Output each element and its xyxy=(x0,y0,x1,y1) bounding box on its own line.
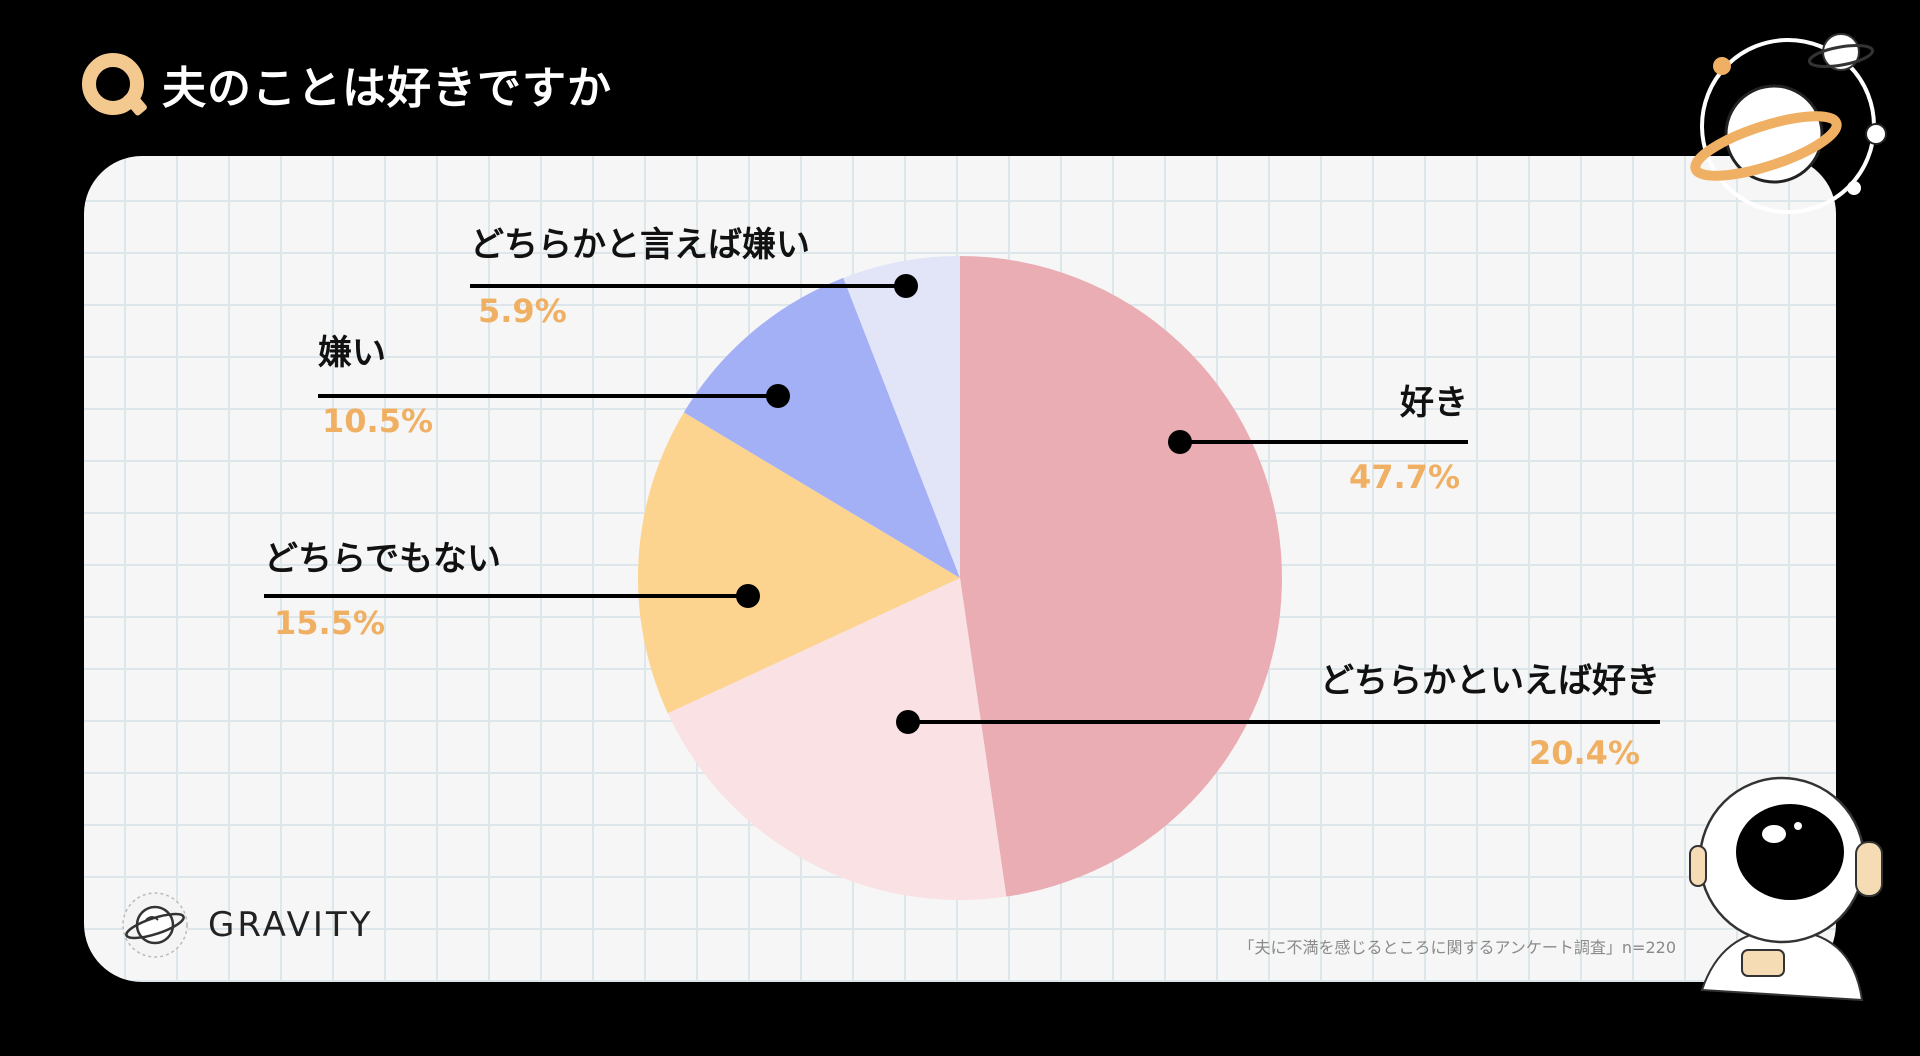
pie-slice xyxy=(638,412,960,714)
leader-dot xyxy=(1168,430,1192,454)
slice-percentage: 47.7% xyxy=(1349,458,1460,496)
question-header: 夫のことは好きですか xyxy=(82,48,612,120)
planet-logo-icon xyxy=(122,892,188,958)
brand-logo: GRAVITY xyxy=(120,890,374,960)
slice-label: どちらかといえば好き xyxy=(1320,661,1660,701)
survey-source-note: 「夫に不満を感じるところに関するアンケート調査」n=220 xyxy=(1238,938,1676,957)
leader-dot xyxy=(736,584,760,608)
slice-label: どちらかと言えば嫌い xyxy=(470,225,810,265)
pie-slice xyxy=(667,578,1007,900)
leader-dot xyxy=(896,710,920,734)
slice-label: 嫌い xyxy=(318,333,386,373)
pie-slice xyxy=(960,256,1283,897)
page-title: 夫のことは好きですか xyxy=(162,63,612,114)
pie-slice xyxy=(843,256,960,578)
q-icon xyxy=(82,53,144,115)
slice-label: 好き xyxy=(1399,383,1468,423)
slice-percentage: 10.5% xyxy=(322,402,433,440)
slice-percentage: 20.4% xyxy=(1529,734,1640,772)
planets-illustration-icon xyxy=(1690,33,1887,214)
slice-percentage: 5.9% xyxy=(478,292,567,330)
pie-slice xyxy=(683,277,960,578)
astronaut-illustration-icon xyxy=(1689,776,1883,1002)
leader-dot xyxy=(766,384,790,408)
pie-chart: 好き 47.7% どちらかといえば好き 20.4% どちらでもない 15.5% 嫌い 10.5… xyxy=(264,225,1660,900)
chart-card: 好き 47.7% どちらかといえば好き 20.4% どちらでもない 15.5% 嫌い 10.5… xyxy=(84,156,1836,982)
leader-dot xyxy=(894,274,918,298)
brand-name: GRAVITY xyxy=(208,905,374,945)
slice-percentage: 15.5% xyxy=(274,604,385,642)
slice-label: どちらでもない xyxy=(264,539,501,579)
